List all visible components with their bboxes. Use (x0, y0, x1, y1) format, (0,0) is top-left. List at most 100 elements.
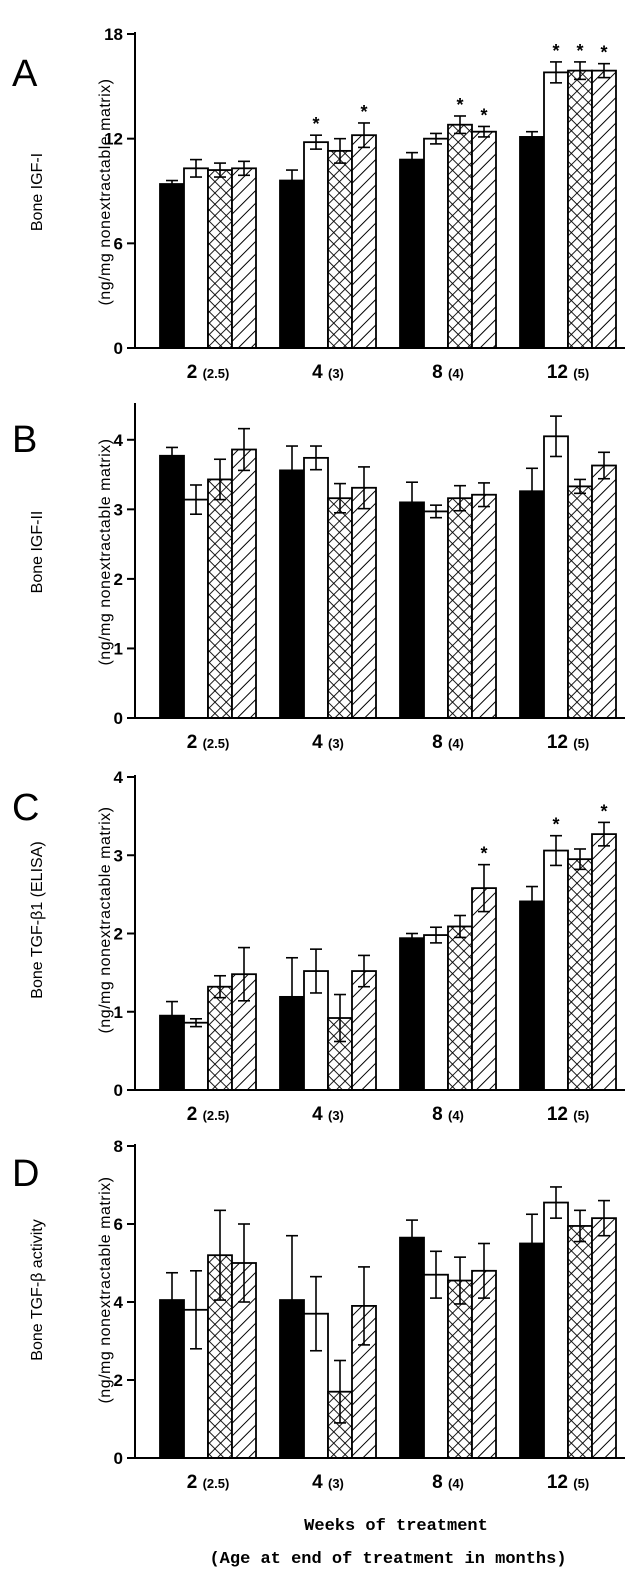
x-tick-weeks: 2 (187, 732, 203, 753)
x-tick-weeks: 12 (547, 362, 573, 383)
bar (159, 454, 185, 719)
bar (543, 435, 569, 719)
x-tick-weeks: 12 (547, 1472, 573, 1493)
bar (471, 130, 497, 349)
panel-d-ylabel: Bone TGF-β activity (29, 1219, 46, 1360)
y-tick-label: 0 (114, 1449, 123, 1468)
bar (519, 1242, 545, 1459)
bar (519, 900, 545, 1091)
panel-a-ylabel-units: (ng/mg nonextractable matrix) (97, 78, 114, 305)
panel-a-plot: * * * * * * * 0 6 12 18 2 (2.5) 4 (3) 8 (4) 12 (5) (104, 25, 625, 383)
x-tick-label: 2 (2.5) (187, 732, 230, 753)
bar (423, 137, 449, 349)
y-tick-label: 0 (114, 339, 123, 358)
x-axis-title: Weeks of treatment (304, 1517, 488, 1536)
y-tick-label: 1 (114, 639, 123, 658)
x-tick-age: (3) (328, 736, 344, 751)
bar (207, 478, 233, 719)
y-tick-label: 3 (114, 500, 123, 519)
x-tick-age: (2.5) (203, 1476, 230, 1491)
bar (447, 123, 473, 349)
bar (471, 887, 497, 1091)
bar (591, 1217, 617, 1459)
bar (207, 985, 233, 1091)
x-tick-age: (2.5) (203, 1108, 230, 1123)
panel-a-ylabel: Bone IGF-I (29, 153, 46, 231)
x-tick-label: 8 (4) (432, 1472, 464, 1493)
x-tick-label: 4 (3) (312, 1104, 344, 1125)
panel-d-plot: 0 2 4 6 8 2 (2.5) 4 (3) 8 (4) 12 (5) (114, 1137, 625, 1493)
x-tick-label: 2 (2.5) (187, 362, 230, 383)
x-tick-label: 12 (5) (547, 362, 589, 383)
x-tick-age: (5) (573, 366, 589, 381)
x-tick-weeks: 12 (547, 732, 573, 753)
x-tick-label: 2 (2.5) (187, 1472, 230, 1493)
bar (303, 141, 329, 349)
bar (591, 464, 617, 719)
bar (519, 490, 545, 719)
x-tick-weeks: 4 (312, 732, 328, 753)
y-tick-label: 12 (104, 130, 123, 149)
x-tick-label: 4 (3) (312, 1472, 344, 1493)
x-axis-subtitle: (Age at end of treatment in months) (209, 1550, 566, 1569)
significance-asterisk: * (360, 102, 367, 122)
significance-asterisk: * (480, 105, 487, 125)
panel-c-letter: C (12, 787, 39, 829)
y-tick-label: 4 (114, 768, 124, 787)
significance-asterisk: * (312, 114, 319, 134)
y-tick-label: 1 (114, 1003, 123, 1022)
significance-asterisk: * (600, 43, 607, 63)
x-tick-weeks: 8 (432, 1104, 448, 1125)
panel-b-ylabel: Bone IGF-II (29, 511, 46, 594)
x-tick-weeks: 8 (432, 362, 448, 383)
x-tick-weeks: 2 (187, 1104, 203, 1125)
bar (351, 134, 377, 349)
x-tick-label: 4 (3) (312, 362, 344, 383)
x-tick-weeks: 4 (312, 1104, 328, 1125)
x-tick-age: (2.5) (203, 736, 230, 751)
bar (351, 970, 377, 1091)
bar (567, 858, 593, 1091)
bar (327, 149, 353, 349)
bar (183, 167, 209, 349)
x-tick-label: 8 (4) (432, 1104, 464, 1125)
panel-a: A Bone IGF-I (ng/mg nonextractable matri… (12, 25, 625, 383)
bar (423, 934, 449, 1091)
bar (399, 158, 425, 349)
bar (519, 136, 545, 349)
bar (207, 169, 233, 349)
bar (327, 497, 353, 719)
x-tick-age: (5) (573, 736, 589, 751)
bar (399, 1236, 425, 1459)
y-tick-label: 3 (114, 846, 123, 865)
bar (279, 179, 305, 349)
y-tick-label: 6 (114, 1215, 123, 1234)
bar (447, 497, 473, 719)
significance-asterisk: * (480, 844, 487, 864)
x-tick-age: (4) (448, 1476, 464, 1491)
bar (231, 167, 257, 349)
y-tick-label: 4 (114, 431, 124, 450)
x-tick-age: (2.5) (203, 366, 230, 381)
y-tick-label: 2 (114, 925, 123, 944)
bar (351, 486, 377, 719)
panel-b: B Bone IGF-II (ng/mg nonextractable matr… (12, 403, 625, 753)
bar (471, 1269, 497, 1459)
significance-asterisk: * (552, 815, 559, 835)
bar (423, 1273, 449, 1459)
y-tick-label: 6 (114, 234, 123, 253)
x-tick-weeks: 2 (187, 1472, 203, 1493)
bar (567, 485, 593, 719)
y-tick-label: 2 (114, 1371, 123, 1390)
panel-c-ylabel: Bone TGF-β1 (ELISA) (29, 841, 46, 998)
bar (591, 69, 617, 349)
y-tick-label: 4 (114, 1293, 124, 1312)
bar (591, 833, 617, 1091)
x-tick-age: (3) (328, 366, 344, 381)
bar (567, 1225, 593, 1459)
panel-b-letter: B (12, 419, 37, 461)
significance-asterisk: * (600, 801, 607, 821)
x-tick-label: 12 (5) (547, 1104, 589, 1125)
y-tick-label: 2 (114, 570, 123, 589)
